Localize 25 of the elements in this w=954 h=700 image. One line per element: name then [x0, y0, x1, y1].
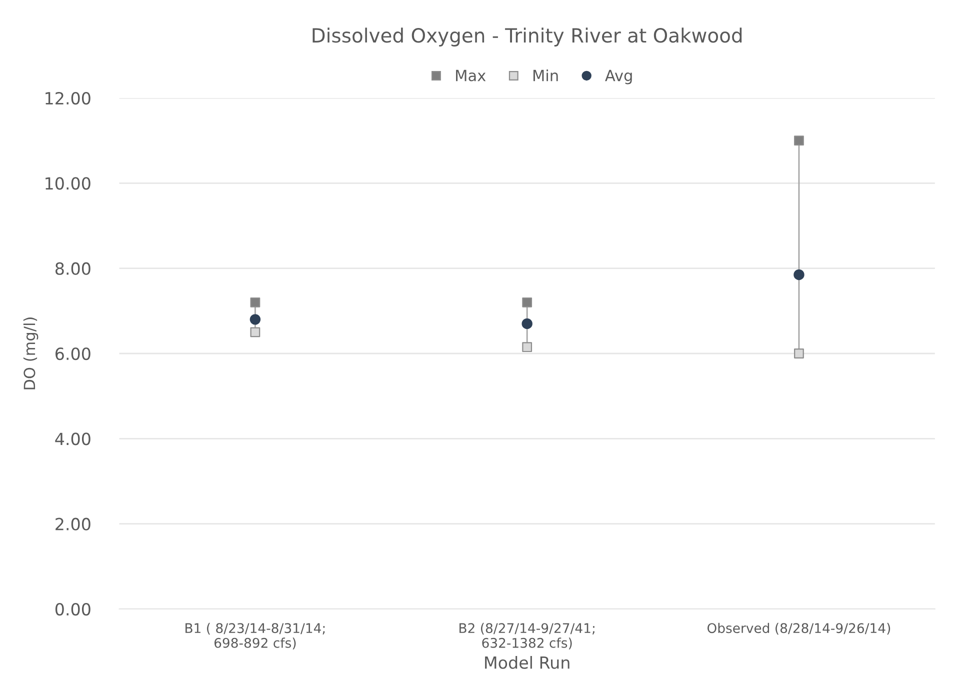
x-tick-label: Observed (8/28/14-9/26/14): [707, 622, 890, 635]
y-tick-label: 4.00: [55, 432, 90, 446]
y-axis-title: DO (mg/l): [23, 318, 38, 390]
point: [522, 297, 532, 308]
legend-label: Min: [533, 69, 558, 82]
legend-label: Max: [456, 70, 486, 82]
chart-title: Dissolved Oxygen - Trinity River at Oakwood: [312, 28, 742, 46]
point: [794, 269, 804, 280]
point: [250, 314, 261, 325]
y-tick-label: 10.00: [46, 177, 90, 190]
point: [794, 348, 804, 358]
y-tick-label: 8.00: [55, 262, 90, 275]
y-tick-label: 0.00: [55, 602, 90, 616]
point: [794, 136, 804, 146]
point: [522, 342, 532, 352]
point: [522, 318, 532, 330]
point: [250, 327, 260, 338]
y-tick-label: 12.00: [46, 92, 90, 105]
x-tick-label: B2 (8/27/14-9/27/41; 632-1382 cfs): [460, 622, 594, 650]
legend-label: Avg: [605, 70, 632, 84]
point: [250, 297, 260, 308]
x-tick-label: B1 ( 8/23/14-8/31/14; 698-892 cfs): [186, 622, 325, 650]
x-axis-title: Model Run: [485, 656, 570, 669]
y-tick-label: 2.00: [56, 518, 90, 530]
y-tick-label: 6.00: [56, 347, 90, 360]
